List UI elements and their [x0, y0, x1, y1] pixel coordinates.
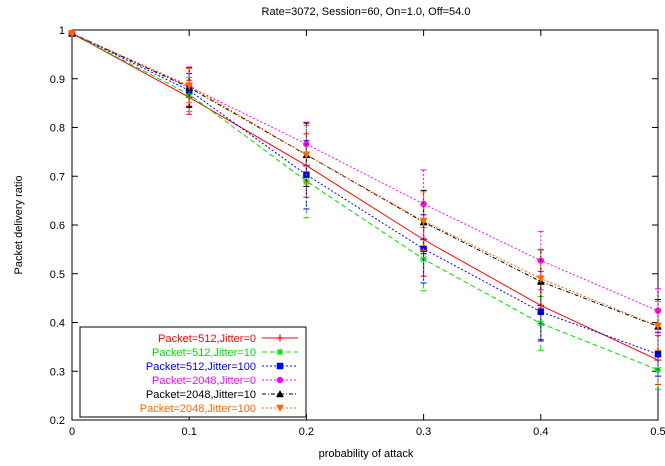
x-tick-label: 0.4	[533, 426, 548, 438]
data-point	[537, 308, 545, 316]
legend-label: Packet=2048,Jitter=10	[146, 389, 256, 401]
y-tick-label: 0.4	[50, 318, 65, 330]
y-tick-label: 0.8	[50, 123, 65, 135]
legend-marker	[276, 404, 284, 413]
series-line	[71, 32, 659, 312]
series-line	[71, 33, 659, 371]
legend-box	[79, 326, 307, 418]
data-point	[654, 322, 662, 330]
y-tick-label: 0.7	[50, 171, 65, 183]
data-point	[536, 275, 545, 283]
legend-marker	[276, 376, 284, 384]
data-point	[68, 30, 76, 38]
series-line	[71, 32, 659, 327]
x-tick-label: 0.3	[416, 426, 431, 438]
x-tick-label: 0	[69, 426, 75, 438]
y-tick-label: 0.3	[50, 366, 65, 378]
data-point	[419, 217, 428, 226]
y-tick-label: 0.5	[50, 269, 65, 281]
y-tick-label: 0.6	[50, 220, 65, 232]
series-4	[68, 30, 662, 334]
data-point	[185, 82, 194, 90]
series-3	[68, 30, 662, 377]
legend-label: Packet=2048,Jitter=100	[140, 403, 256, 415]
data-point	[654, 350, 662, 358]
legend-label: Packet=512,Jitter=100	[146, 361, 256, 373]
x-tick-label: 0.5	[650, 426, 665, 438]
x-tick-label: 0.2	[299, 426, 314, 438]
legend-marker	[276, 389, 284, 398]
series-line	[71, 32, 659, 327]
legend: Packet=512,Jitter=0 Packet=512,Jitter=10 P…	[79, 326, 307, 418]
legend-label: Packet=2048,Jitter=0	[152, 375, 256, 387]
legend-marker	[276, 362, 284, 370]
data-point	[302, 151, 311, 159]
legend-marker	[276, 334, 284, 342]
legend-label: Packet=512,Jitter=10	[152, 347, 256, 359]
y-axis-title: Packet delivery ratio	[13, 175, 25, 274]
series-line	[71, 32, 659, 361]
x-tick-label: 0.1	[182, 426, 197, 438]
chart-title: Rate=3072, Session=60, On=1.0, Off=54.0	[262, 6, 471, 18]
x-axis-title: probability of attack	[319, 448, 414, 460]
legend-label: Packet=512,Jitter=0	[158, 333, 256, 345]
legend-marker	[276, 348, 284, 356]
y-tick-label: 0.2	[50, 415, 65, 427]
y-tick-label: 0.9	[50, 74, 65, 86]
series-6	[68, 30, 662, 351]
y-tick-label: 1	[59, 25, 65, 37]
series-line	[71, 32, 659, 355]
